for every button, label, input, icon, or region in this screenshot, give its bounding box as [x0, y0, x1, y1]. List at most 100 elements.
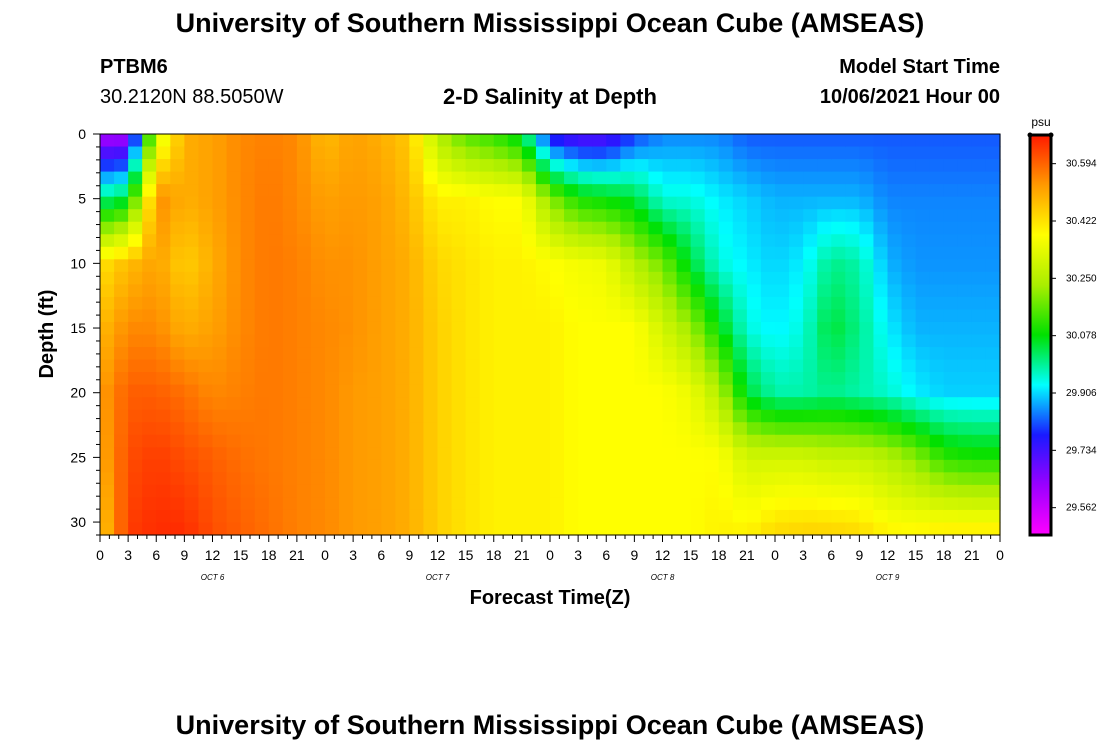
- heatmap-cell: [423, 509, 439, 524]
- heatmap-cell: [437, 159, 453, 173]
- heatmap-cell: [184, 447, 200, 461]
- heatmap-cell: [142, 159, 157, 173]
- heatmap-cell: [746, 159, 762, 173]
- heatmap-cell: [859, 434, 875, 448]
- heatmap-cell: [156, 484, 171, 499]
- heatmap-cell: [156, 146, 171, 160]
- heatmap-cell: [676, 459, 692, 473]
- heatmap-cell: [606, 234, 621, 248]
- heatmap-cell: [423, 472, 439, 486]
- heatmap-cell: [268, 309, 284, 323]
- heatmap-cell: [128, 422, 143, 436]
- heatmap-cell: [535, 321, 551, 336]
- heatmap-cell: [985, 497, 1001, 511]
- heatmap-cell: [957, 347, 973, 361]
- heatmap-cell: [451, 184, 467, 198]
- heatmap-cell: [760, 309, 776, 323]
- heatmap-cell: [170, 296, 185, 311]
- heatmap-cell: [493, 159, 509, 173]
- heatmap-cell: [803, 171, 818, 185]
- heatmap-cell: [746, 309, 762, 323]
- heatmap-cell: [395, 434, 410, 448]
- heatmap-cell: [803, 484, 818, 499]
- heatmap-cell: [578, 196, 593, 210]
- heatmap-cell: [268, 372, 284, 386]
- heatmap-cell: [240, 309, 256, 323]
- heatmap-cell: [142, 296, 157, 311]
- heatmap-cell: [690, 397, 706, 411]
- heatmap-cell: [789, 397, 804, 411]
- heatmap-cell: [845, 372, 860, 386]
- heatmap-cell: [578, 246, 593, 260]
- heatmap-cell: [620, 447, 635, 461]
- heatmap-cell: [676, 484, 692, 499]
- heatmap-cell: [339, 284, 354, 298]
- heatmap-cell: [296, 234, 312, 248]
- salinity-heatmap: [100, 134, 1001, 536]
- heatmap-cell: [803, 259, 818, 273]
- heatmap-cell: [423, 284, 439, 298]
- heatmap-cell: [100, 434, 115, 448]
- heatmap-cell: [170, 234, 185, 248]
- heatmap-cell: [887, 321, 903, 336]
- heatmap-cell: [690, 334, 706, 348]
- heatmap-cell: [521, 434, 537, 448]
- heatmap-cell: [690, 447, 706, 461]
- heatmap-cell: [310, 334, 326, 348]
- heatmap-cell: [578, 234, 593, 248]
- heatmap-cell: [339, 184, 354, 198]
- heatmap-cell: [662, 484, 678, 499]
- model-start-label: Model Start Time: [839, 56, 1000, 78]
- y-tick-label: 20: [70, 385, 86, 401]
- heatmap-cell: [114, 384, 129, 398]
- heatmap-cell: [212, 484, 228, 499]
- heatmap-cell: [493, 409, 509, 423]
- heatmap-cell: [423, 459, 439, 473]
- heatmap-cell: [578, 434, 593, 448]
- heatmap-cell: [985, 522, 1001, 536]
- heatmap-cell: [620, 284, 635, 298]
- heatmap-cell: [381, 522, 396, 536]
- heatmap-cell: [915, 409, 931, 423]
- heatmap-cell: [282, 134, 298, 148]
- heatmap-cell: [282, 321, 298, 336]
- heatmap-cell: [775, 484, 790, 499]
- heatmap-cell: [859, 271, 875, 285]
- heatmap-cell: [775, 372, 790, 386]
- heatmap-cell: [662, 146, 678, 160]
- heatmap-cell: [817, 271, 832, 285]
- heatmap-cell: [367, 284, 382, 298]
- heatmap-cell: [578, 146, 593, 160]
- heatmap-cell: [985, 196, 1001, 210]
- heatmap-cell: [662, 522, 678, 536]
- heatmap-cell: [634, 372, 650, 386]
- heatmap-cell: [578, 309, 593, 323]
- heatmap-cell: [226, 246, 242, 260]
- heatmap-cell: [760, 146, 776, 160]
- heatmap-cell: [760, 497, 776, 511]
- heatmap-cell: [521, 171, 537, 185]
- heatmap-cell: [170, 484, 185, 499]
- heatmap-cell: [929, 284, 945, 298]
- heatmap-cell: [620, 384, 635, 398]
- heatmap-cell: [943, 159, 959, 173]
- heatmap-cell: [381, 284, 396, 298]
- heatmap-cell: [550, 159, 565, 173]
- heatmap-cell: [381, 422, 396, 436]
- heatmap-cell: [156, 522, 171, 536]
- heatmap-cell: [142, 347, 157, 361]
- heatmap-cell: [353, 284, 368, 298]
- heatmap-cell: [128, 134, 143, 148]
- heatmap-cell: [704, 234, 720, 248]
- heatmap-cell: [493, 271, 509, 285]
- heatmap-cell: [353, 459, 368, 473]
- heatmap-cell: [254, 459, 270, 473]
- heatmap-cell: [282, 384, 298, 398]
- heatmap-cell: [296, 246, 312, 260]
- heatmap-cell: [831, 246, 846, 260]
- heatmap-cell: [114, 221, 129, 235]
- heatmap-cell: [423, 259, 439, 273]
- heatmap-cell: [943, 384, 959, 398]
- heatmap-cell: [957, 422, 973, 436]
- heatmap-cell: [268, 271, 284, 285]
